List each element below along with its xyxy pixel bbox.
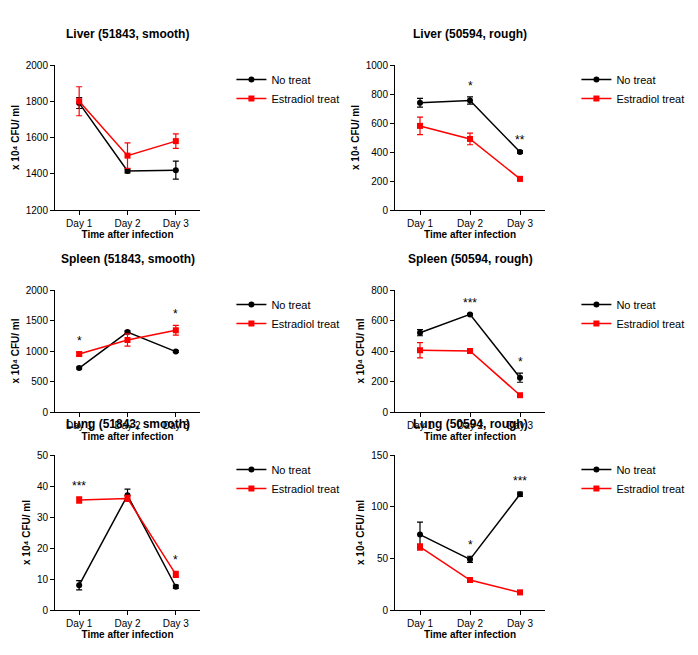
svg-text:*: * [173, 307, 178, 321]
svg-text:*: * [518, 355, 523, 369]
svg-text:500: 500 [31, 376, 48, 387]
svg-text:Lung (51843, smooth): Lung (51843, smooth) [66, 417, 190, 431]
svg-text:Day 1: Day 1 [407, 618, 434, 629]
svg-text:2000: 2000 [26, 60, 49, 71]
svg-text:*: * [468, 79, 473, 93]
svg-text:200: 200 [371, 376, 388, 387]
svg-text:No treat: No treat [271, 464, 310, 476]
svg-text:Time after infection: Time after infection [424, 629, 516, 640]
svg-text:Estradiol treat: Estradiol treat [271, 483, 339, 495]
svg-text:Time after infection: Time after infection [81, 431, 173, 442]
svg-text:**: ** [515, 133, 525, 147]
svg-text:Time after infection: Time after infection [424, 229, 516, 240]
svg-text:Day 1: Day 1 [66, 218, 93, 229]
svg-text:1500: 1500 [26, 315, 49, 326]
svg-text:Estradiol treat: Estradiol treat [271, 93, 339, 105]
svg-text:Day 3: Day 3 [507, 420, 534, 431]
svg-text:50: 50 [377, 553, 389, 564]
svg-text:40: 40 [37, 481, 49, 492]
svg-text:Time after infection: Time after infection [81, 629, 173, 640]
svg-text:Day 2: Day 2 [114, 218, 141, 229]
svg-text:800: 800 [371, 89, 388, 100]
svg-text:Day 2: Day 2 [114, 420, 141, 431]
svg-text:Day 1: Day 1 [66, 420, 93, 431]
svg-text:Estradiol treat: Estradiol treat [616, 483, 684, 495]
svg-text:600: 600 [371, 118, 388, 129]
svg-text:400: 400 [371, 147, 388, 158]
svg-text:1600: 1600 [26, 132, 49, 143]
svg-text:x 10⁴ CFU/ ml: x 10⁴ CFU/ ml [350, 105, 361, 170]
svg-text:0: 0 [42, 605, 48, 616]
svg-text:1000: 1000 [26, 346, 49, 357]
svg-text:Day 1: Day 1 [66, 618, 93, 629]
svg-text:Day 3: Day 3 [163, 618, 190, 629]
svg-text:Day 1: Day 1 [407, 218, 434, 229]
svg-text:Day 3: Day 3 [163, 218, 190, 229]
svg-text:0: 0 [382, 205, 388, 216]
svg-text:Liver (50594, rough): Liver (50594, rough) [413, 27, 527, 41]
svg-text:400: 400 [371, 346, 388, 357]
svg-text:150: 150 [371, 450, 388, 461]
svg-text:No treat: No treat [616, 464, 655, 476]
svg-text:Lung (50594, rough): Lung (50594, rough) [413, 417, 528, 431]
svg-text:Day 3: Day 3 [507, 618, 534, 629]
svg-text:600: 600 [371, 315, 388, 326]
svg-text:2000: 2000 [26, 285, 49, 296]
svg-text:*: * [77, 334, 82, 348]
svg-text:Liver (51843, smooth): Liver (51843, smooth) [66, 27, 189, 41]
svg-text:Day 3: Day 3 [507, 218, 534, 229]
svg-text:No treat: No treat [616, 299, 655, 311]
svg-text:*: * [468, 538, 473, 552]
svg-text:20: 20 [37, 543, 49, 554]
svg-text:100: 100 [371, 501, 388, 512]
svg-text:Estradiol treat: Estradiol treat [271, 318, 339, 330]
svg-text:1800: 1800 [26, 96, 49, 107]
svg-text:Day 2: Day 2 [114, 618, 141, 629]
svg-text:***: *** [72, 479, 86, 493]
svg-text:Spleen (50594, rough): Spleen (50594, rough) [408, 252, 533, 266]
svg-text:50: 50 [37, 450, 49, 461]
svg-text:*: * [173, 553, 178, 567]
svg-text:No treat: No treat [271, 299, 310, 311]
svg-text:x 10⁴ CFU/ ml: x 10⁴ CFU/ ml [21, 500, 32, 565]
svg-text:Time after infection: Time after infection [424, 431, 516, 442]
svg-text:Day 3: Day 3 [163, 420, 190, 431]
svg-text:x 10⁴ CFU/ ml: x 10⁴ CFU/ ml [355, 500, 366, 565]
svg-text:x 10⁴ CFU/ ml: x 10⁴ CFU/ ml [355, 318, 366, 383]
svg-text:x 10⁴ CFU/ ml: x 10⁴ CFU/ ml [10, 318, 21, 383]
svg-text:No treat: No treat [616, 74, 655, 86]
svg-text:0: 0 [382, 407, 388, 418]
svg-text:0: 0 [42, 407, 48, 418]
svg-text:Spleen (51843, smooth): Spleen (51843, smooth) [61, 252, 195, 266]
svg-text:Estradiol treat: Estradiol treat [616, 318, 684, 330]
svg-text:x 10⁴ CFU/ ml: x 10⁴ CFU/ ml [10, 105, 21, 170]
svg-text:Day 2: Day 2 [457, 218, 484, 229]
svg-text:Time after infection: Time after infection [81, 229, 173, 240]
svg-text:30: 30 [37, 512, 49, 523]
svg-text:***: *** [513, 474, 527, 488]
svg-text:Day 2: Day 2 [457, 618, 484, 629]
svg-text:Day 2: Day 2 [457, 420, 484, 431]
svg-text:800: 800 [371, 285, 388, 296]
svg-text:***: *** [463, 296, 477, 310]
svg-text:No treat: No treat [271, 74, 310, 86]
svg-text:Day 1: Day 1 [407, 420, 434, 431]
svg-text:1400: 1400 [26, 168, 49, 179]
svg-text:200: 200 [371, 176, 388, 187]
svg-text:0: 0 [382, 605, 388, 616]
svg-text:Estradiol treat: Estradiol treat [616, 93, 684, 105]
svg-text:10: 10 [37, 574, 49, 585]
svg-text:1000: 1000 [366, 60, 389, 71]
svg-text:1200: 1200 [26, 205, 49, 216]
